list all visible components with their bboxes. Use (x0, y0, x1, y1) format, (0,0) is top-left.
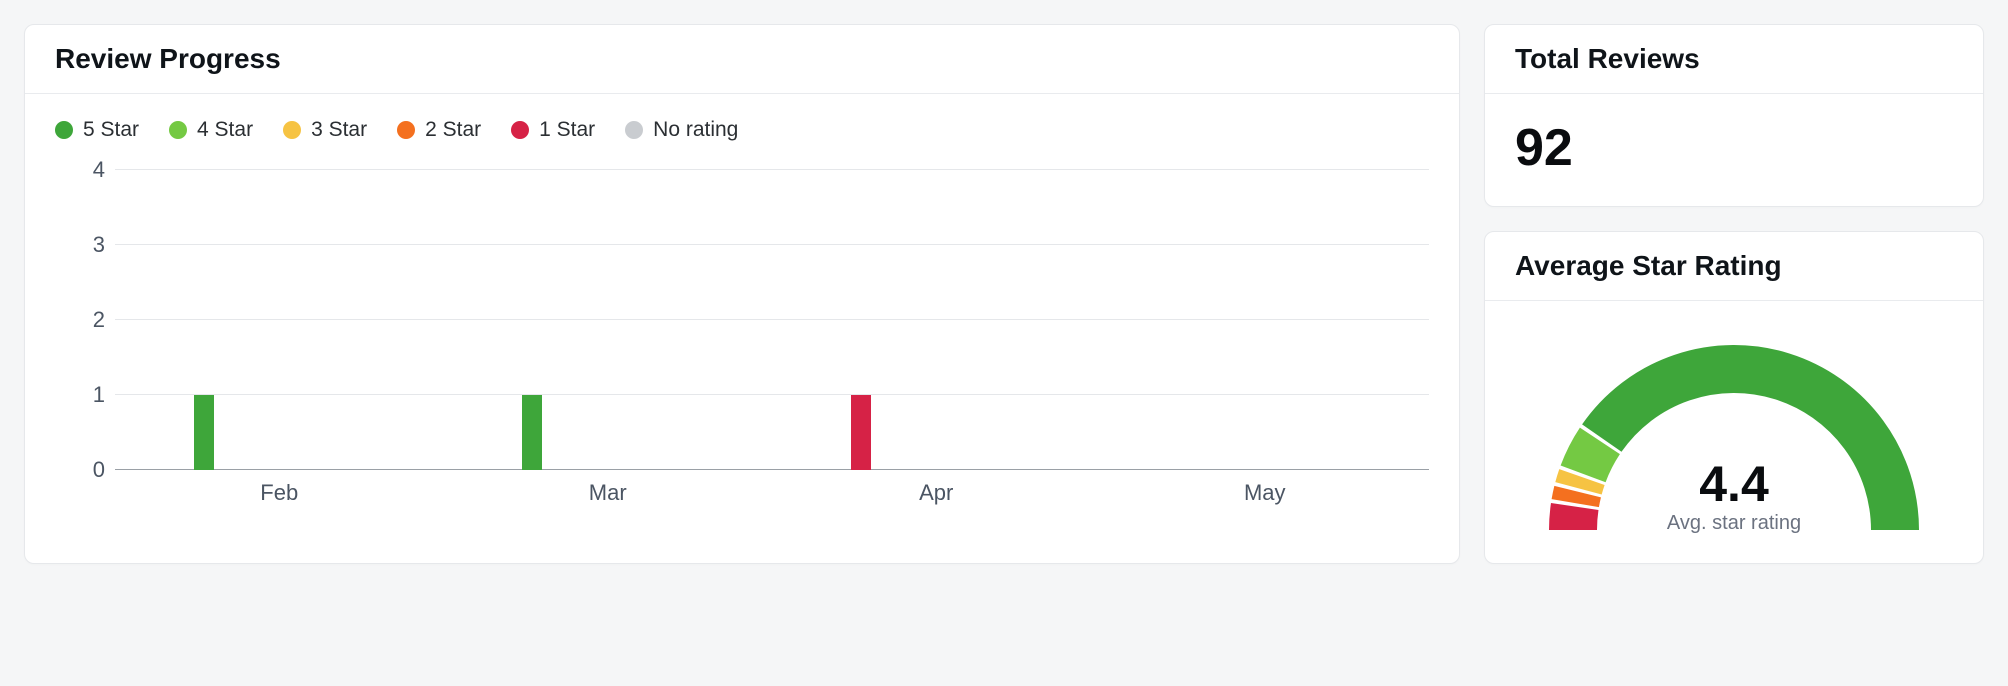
legend-swatch (55, 121, 73, 139)
bar[interactable] (851, 395, 871, 470)
legend-label: 3 Star (311, 118, 367, 142)
y-tick: 3 (93, 232, 105, 258)
dashboard: Review Progress 5 Star 4 Star 3 Star 2 Star… (24, 24, 1984, 564)
gauge: 4.4 Avg. star rating (1515, 325, 1953, 535)
y-axis: 01234 (55, 170, 105, 470)
legend-item[interactable]: 4 Star (169, 118, 253, 142)
y-tick: 1 (93, 382, 105, 408)
legend-swatch (511, 121, 529, 139)
x-label: Apr (772, 480, 1101, 506)
gauge-segment (1583, 441, 1600, 474)
card-title: Average Star Rating (1515, 250, 1953, 282)
legend-swatch (169, 121, 187, 139)
gauge-center: 4.4 Avg. star rating (1667, 457, 1801, 535)
legend-label: No rating (653, 118, 738, 142)
legend-item[interactable]: 1 Star (511, 118, 595, 142)
chart: 01234 FebMarAprMay (55, 170, 1429, 506)
chart-plot-area: 01234 (115, 170, 1429, 470)
gauge-segment (1578, 477, 1581, 488)
legend-swatch (283, 121, 301, 139)
bar[interactable] (194, 395, 214, 470)
x-label: Mar (444, 480, 773, 506)
legend-item[interactable]: No rating (625, 118, 738, 142)
gauge-value: 4.4 (1667, 457, 1801, 512)
card-header: Average Star Rating (1485, 232, 1983, 301)
legend-item[interactable]: 5 Star (55, 118, 139, 142)
average-rating-card: Average Star Rating 4.4 Avg. star rating (1484, 231, 1984, 564)
total-reviews-card: Total Reviews 92 (1484, 24, 1984, 207)
legend-label: 2 Star (425, 118, 481, 142)
x-label: May (1101, 480, 1430, 506)
card-body: 5 Star4 Star3 Star2 Star1 StarNo rating … (25, 94, 1459, 534)
total-reviews-value: 92 (1515, 118, 1953, 178)
legend-label: 1 Star (539, 118, 595, 142)
card-body: 4.4 Avg. star rating (1485, 301, 1983, 563)
plot (115, 170, 1429, 470)
chart-legend: 5 Star 4 Star 3 Star 2 Star 1 Star No rating (55, 118, 1429, 142)
legend-label: 5 Star (83, 118, 139, 142)
card-title: Total Reviews (1515, 43, 1953, 75)
card-title: Review Progress (55, 43, 1429, 75)
card-header: Review Progress (25, 25, 1459, 94)
x-axis: FebMarAprMay (115, 480, 1429, 506)
gauge-segment (1575, 492, 1577, 504)
y-tick: 2 (93, 307, 105, 333)
gauge-subtitle: Avg. star rating (1667, 512, 1801, 535)
side-column: Total Reviews 92 Average Star Rating 4.4… (1484, 24, 1984, 564)
legend-label: 4 Star (197, 118, 253, 142)
gauge-segment (1573, 506, 1575, 530)
bar[interactable] (522, 395, 542, 470)
legend-swatch (625, 121, 643, 139)
x-label: Feb (115, 480, 444, 506)
review-progress-card: Review Progress 5 Star 4 Star 3 Star 2 Star… (24, 24, 1460, 564)
card-body: 92 (1485, 94, 1983, 206)
legend-swatch (397, 121, 415, 139)
y-tick: 0 (93, 457, 105, 483)
legend-item[interactable]: 2 Star (397, 118, 481, 142)
legend-item[interactable]: 3 Star (283, 118, 367, 142)
y-tick: 4 (93, 157, 105, 183)
card-header: Total Reviews (1485, 25, 1983, 94)
